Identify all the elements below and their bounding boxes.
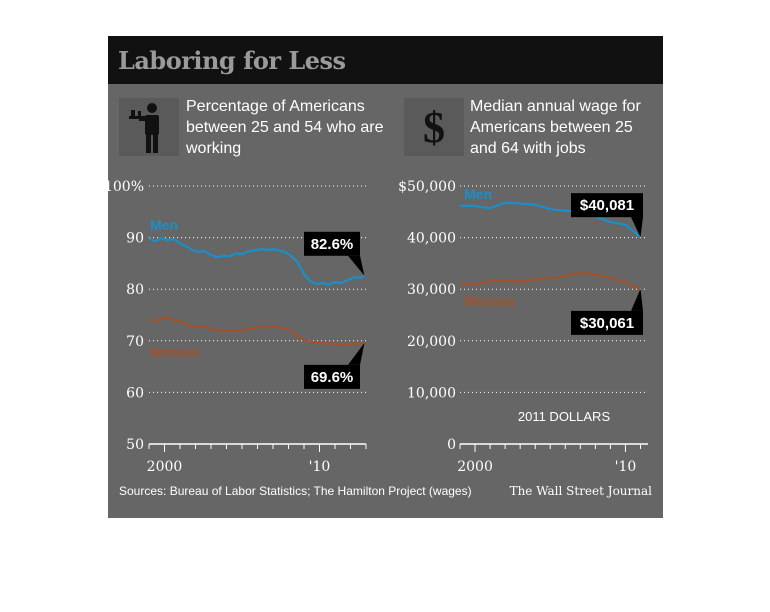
right-end-label-box <box>571 193 643 218</box>
right-chart-title: Median annual wage for Americans between… <box>470 98 641 157</box>
credit: The Wall Street Journal <box>509 484 652 498</box>
right-ytick-label: 30,000 <box>407 282 456 298</box>
right-series-line-men <box>459 201 642 239</box>
right-series-line-women <box>459 271 641 290</box>
left-series-label-men: Men <box>150 217 178 233</box>
left-xtick-label: 2000 <box>147 459 183 475</box>
left-series-line-women <box>148 316 365 346</box>
right-xtick-label: '10 <box>615 459 637 475</box>
dollar-icon: $ <box>404 98 464 156</box>
chart-graphic: Laboring for Less Percentage of American… <box>108 36 663 518</box>
right-ytick-label: $50,000 <box>398 179 456 195</box>
right-annotation: 2011 DOLLARS <box>518 409 611 424</box>
right-ytick-label: 40,000 <box>407 231 456 247</box>
waiter-icon <box>119 98 179 156</box>
right-end-label-box <box>571 310 643 335</box>
right-end-label-pointer <box>631 288 643 311</box>
left-series-line-men <box>148 237 365 286</box>
right-ytick-label: 0 <box>447 437 456 453</box>
title-bar: Laboring for Less <box>108 36 663 84</box>
right-end-label-women: $30,061 <box>580 315 634 332</box>
source-note: Sources: Bureau of Labor Statistics; The… <box>119 484 472 498</box>
left-ytick-label: 70 <box>126 334 144 350</box>
svg-text:$: $ <box>423 103 445 152</box>
left-end-label-women: 69.6% <box>311 369 354 386</box>
chart-plots: 100%90807060502000'10Men82.6%Women69.6%$… <box>108 179 648 475</box>
chart-title: Laboring for Less <box>118 46 346 75</box>
left-ytick-label: 60 <box>126 385 144 401</box>
left-series-label-women: Women <box>149 344 199 360</box>
right-end-label-pointer <box>631 217 643 238</box>
left-end-label-pointer <box>348 255 365 276</box>
left-ytick-label: 80 <box>126 282 144 298</box>
right-ytick-label: 20,000 <box>407 334 456 350</box>
left-chart-title: Percentage of Americans between 25 and 5… <box>186 98 384 157</box>
left-end-label-men: 82.6% <box>311 236 354 253</box>
right-series-label-men: Men <box>464 186 492 202</box>
left-ytick-label: 90 <box>126 231 144 247</box>
right-series-label-women: Women <box>464 293 514 309</box>
left-end-label-box <box>304 231 360 256</box>
left-end-label-box <box>304 364 360 389</box>
right-end-label-men: $40,081 <box>580 197 634 214</box>
left-ytick-label: 50 <box>126 437 144 453</box>
left-ytick-label: 100% <box>108 179 144 195</box>
right-ytick-label: 10,000 <box>407 385 456 401</box>
left-xtick-label: '10 <box>309 459 331 475</box>
left-end-label-pointer <box>348 342 365 365</box>
right-xtick-label: 2000 <box>457 459 493 475</box>
